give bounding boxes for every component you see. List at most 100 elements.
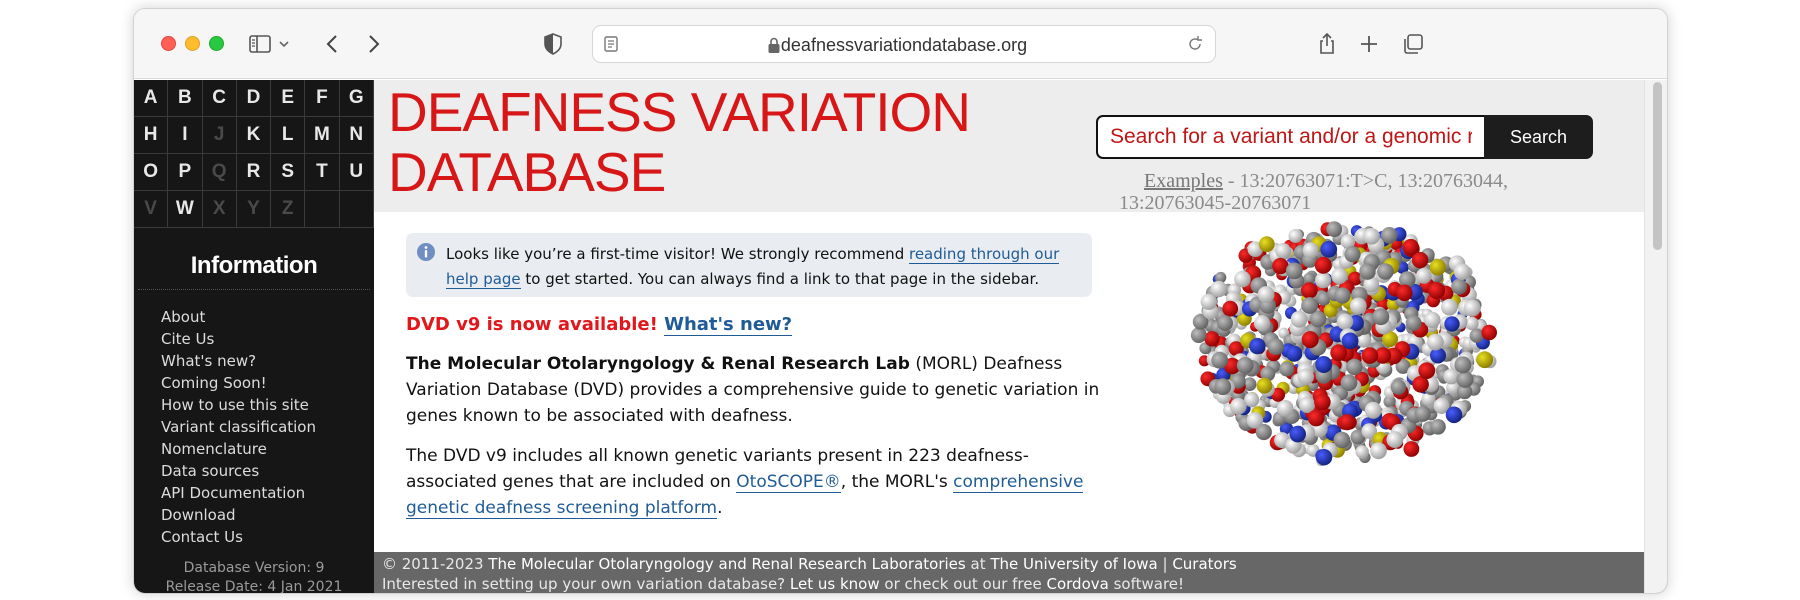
gene-letter-k[interactable]: K [236,117,272,154]
sidebar-link-whats-new[interactable]: What's new? [161,352,257,370]
sidebar-link-cite-us[interactable]: Cite Us [161,330,215,348]
site-title-line1: DEAFNESS VARIATION [388,81,971,143]
footer-lab-link[interactable]: The Molecular Otolaryngology and Renal R… [488,555,966,573]
footer-line-1: © 2011-2023 The Molecular Otolaryngology… [382,554,1667,574]
footer-let-us-know-link[interactable]: Let us know [789,575,880,593]
page-footer: © 2011-2023 The Molecular Otolaryngology… [374,552,1667,593]
intro-paragraph-text: (MORL) Deafness Variation Database (DVD)… [406,354,1100,426]
gene-letter-h[interactable]: H [134,117,169,154]
gene-letter-i[interactable]: I [168,117,203,154]
sidebar-link-api-documentation[interactable]: API Documentation [161,484,306,502]
gene-letter-empty [305,191,340,228]
gene-letter-e[interactable]: E [271,80,306,117]
main-content: DVD v9 is now available! What's new? The… [406,312,1106,521]
zoom-window-button[interactable] [209,36,224,51]
gene-letter-u[interactable]: U [339,154,374,191]
gene-letter-m[interactable]: M [305,117,340,154]
gene-letter-p[interactable]: P [168,154,203,191]
sidebar-links: About Cite Us What's new? Coming Soon! H… [161,306,316,548]
sidebar-toggle-icon[interactable] [247,31,273,57]
close-window-button[interactable] [161,36,176,51]
privacy-shield-icon[interactable] [540,31,566,57]
whats-new-link[interactable]: What's new? [664,314,793,336]
sidebar-link-variant-classification[interactable]: Variant classification [161,418,316,436]
sidebar-link-about[interactable]: About [161,308,206,326]
gene-letter-o[interactable]: O [134,154,169,191]
info-icon [416,242,436,266]
gene-letter-g[interactable]: G [339,80,374,117]
examples-text-1: - 13:20763071:T>C, 13:20763044, [1222,170,1509,192]
release-announcement: DVD v9 is now available! What's new? [406,312,1106,337]
morl-name: The Molecular Otolaryngology & Renal Res… [406,354,910,374]
sidebar-link-how-to-use[interactable]: How to use this site [161,396,309,414]
sidebar-heading: Information [190,252,318,279]
otoscope-link[interactable]: OtoSCOPE® [736,472,841,493]
sidebar-link-contact-us[interactable]: Contact Us [161,528,243,546]
gene-letter-z: Z [271,191,306,228]
gene-letter-b[interactable]: B [168,80,203,117]
share-icon[interactable] [1314,31,1340,57]
notice-text: Looks like you’re a first-time visitor! … [446,242,1076,292]
gene-letter-q: Q [202,154,237,191]
footer-university-link[interactable]: The University of Iowa [990,555,1158,573]
variant-search: Search [1096,115,1593,159]
footer-cordova-link[interactable]: Cordova [1046,575,1109,593]
new-tab-plus-icon[interactable] [1356,31,1382,57]
gene-letter-l[interactable]: L [271,117,306,154]
back-arrow-icon[interactable] [320,31,346,57]
gene-letter-v: V [134,191,169,228]
footer-copyright: © 2011-2023 [382,555,489,573]
footer-line-2: Interested in setting up your own variat… [382,574,1667,593]
footer-separator: | [1157,555,1173,573]
site-title[interactable]: DEAFNESS VARIATION DATABASE [388,81,971,203]
gene-letter-d[interactable]: D [236,80,272,117]
examples-link[interactable]: Examples [1144,170,1223,192]
address-bar[interactable]: deafnessvariationdatabase.org [592,25,1216,63]
tab-overview-icon[interactable] [1400,31,1426,57]
reader-mode-icon[interactable] [601,34,621,58]
gene-letter-f[interactable]: F [305,80,340,117]
reload-icon[interactable] [1185,34,1205,58]
gene-letter-t[interactable]: T [305,154,340,191]
dvd-paragraph-text-b: , the MORL's [840,472,954,492]
gene-letter-j: J [202,117,237,154]
search-examples: Examples - 13:20763071:T>C, 13:20763044,… [1119,170,1579,214]
footer-curators-link[interactable]: Curators [1172,555,1237,573]
sidebar-divider [138,289,370,290]
release-date: Release Date: 4 Jan 2021 [165,579,343,594]
gene-letter-x: X [202,191,237,228]
sidebar-link-coming-soon[interactable]: Coming Soon! [161,374,267,392]
variant-search-input[interactable] [1096,115,1486,159]
sidebar-link-nomenclature[interactable]: Nomenclature [161,440,267,458]
gene-letter-y: Y [236,191,272,228]
sidebar-link-data-sources[interactable]: Data sources [161,462,260,480]
search-button[interactable]: Search [1484,115,1593,159]
gene-letter-n[interactable]: N [339,117,374,154]
site-title-line2: DATABASE [388,141,666,203]
notice-text-after: to get started. You can always find a li… [520,270,1040,288]
gene-letter-a[interactable]: A [134,80,169,117]
gene-letter-s[interactable]: S [271,154,306,191]
screening-platform-link[interactable]: comprehensive genetic deafness screening… [406,472,1084,519]
forward-arrow-icon[interactable] [360,31,386,57]
dvd-paragraph: The DVD v9 includes all known genetic va… [406,443,1106,521]
help-page-link[interactable]: reading through our help page [446,245,1060,289]
notice-text-before: Looks like you’re a first-time visitor! … [446,245,909,263]
gene-letter-r[interactable]: R [236,154,272,191]
browser-toolbar: deafnessvariationdatabase.org [134,9,1667,79]
chevron-down-icon[interactable] [276,31,292,57]
gene-letter-c[interactable]: C [202,80,237,117]
minimize-window-button[interactable] [185,36,200,51]
gene-letter-w[interactable]: W [168,191,203,228]
dvd-paragraph-text-a: The DVD v9 includes all known genetic va… [406,446,1029,492]
database-version-info: Database Version: 9 Release Date: 4 Jan … [134,559,374,594]
page-scrollbar[interactable] [1644,80,1667,593]
footer-check-out-text: or check out our free [879,575,1047,593]
dvd-paragraph-text-c: . [717,498,723,518]
protein-structure-image [1190,221,1497,467]
sidebar-link-download[interactable]: Download [161,506,236,524]
scrollbar-thumb[interactable] [1653,82,1662,250]
